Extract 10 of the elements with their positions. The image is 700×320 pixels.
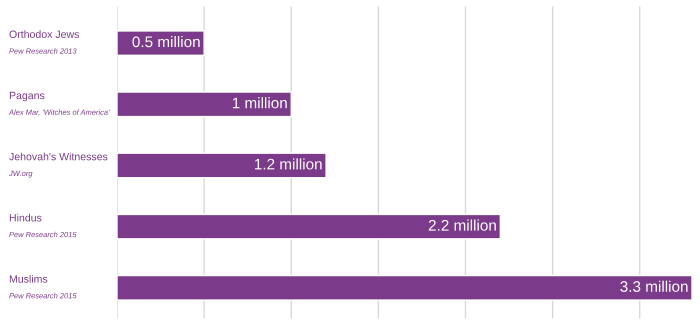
bar [117, 152, 327, 178]
bar [117, 214, 502, 240]
data-label: 2.2 million [428, 220, 496, 231]
data-label: 1.2 million [254, 158, 322, 170]
bar [117, 30, 205, 56]
bar [117, 91, 292, 118]
bar [117, 274, 692, 301]
data-label: 0.5 million [132, 36, 200, 48]
data-label: 1 million [232, 97, 287, 108]
data-label: 3.3 million [620, 280, 688, 292]
